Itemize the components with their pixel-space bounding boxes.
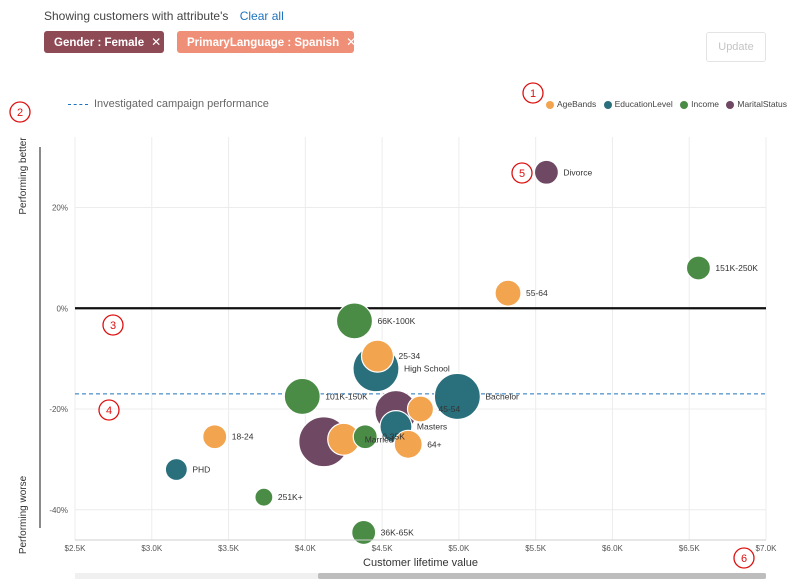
- scrollbar-thumb[interactable]: [318, 573, 766, 579]
- filter-chip-primary-language: PrimaryLanguage : Spanish ✕: [177, 31, 357, 53]
- legend-dot-icon: [603, 100, 612, 109]
- legend-dot-icon: [680, 100, 689, 109]
- bubble-label: 64+: [427, 439, 441, 449]
- bubble-educationlevel[interactable]: [164, 457, 188, 482]
- chart-axes: $2.5K $3.0K $3.5K $4.0K $4.5K $5.0K $5.5K $6.0K…: [18, 137, 777, 579]
- update-button[interactable]: Update: [706, 32, 766, 62]
- bubble-label: 18-24: [232, 432, 254, 442]
- y-tick-label: 0%: [56, 304, 68, 313]
- bubble-label: 55-64: [526, 288, 548, 298]
- bubble-label: 251K+: [278, 492, 303, 502]
- annotation-marker: [102, 314, 124, 336]
- bubble-label: 101K-150K: [325, 391, 368, 401]
- bubble-label: Divorce: [563, 167, 592, 177]
- chart-bubbles: [164, 159, 712, 546]
- filter-summary: Showing customers with attribute's Clear…: [44, 9, 284, 23]
- bubble-maritalstatus[interactable]: [533, 159, 560, 185]
- investigated-legend-label: Investigated campaign performance: [94, 98, 269, 110]
- x-tick-label: $4.0K: [295, 544, 317, 553]
- chart-legend: AgeBands EducationLevel Income MaritalSt…: [546, 99, 792, 109]
- chart-annotations: 1 2 3 4 5 6: [9, 82, 755, 569]
- bubble-label: 45-54: [439, 404, 461, 414]
- legend-item-maritalstatus[interactable]: MaritalStatus: [726, 99, 787, 109]
- bubble-income[interactable]: [352, 424, 378, 450]
- bubble-educationlevel[interactable]: [433, 372, 481, 421]
- close-icon[interactable]: ✕: [151, 35, 162, 49]
- bubble-agebands[interactable]: [360, 339, 395, 373]
- annotation-marker: [98, 399, 120, 421]
- legend-dot-icon: [546, 100, 554, 109]
- legend-label: MaritalStatus: [737, 99, 787, 109]
- filter-intro-text: Showing customers with attribute's: [44, 9, 229, 23]
- legend-label: EducationLevel: [614, 99, 673, 109]
- annotation-number: 5: [519, 168, 525, 180]
- close-icon[interactable]: ✕: [346, 35, 357, 49]
- bubble-income[interactable]: [335, 302, 374, 340]
- filter-chip-label: Gender : Female: [54, 37, 145, 49]
- x-tick-label: $5.0K: [448, 544, 470, 553]
- annotation-number: 1: [530, 88, 536, 100]
- bubble-agebands[interactable]: [494, 279, 522, 307]
- annotation-number: 2: [17, 107, 23, 119]
- legend-label: AgeBands: [557, 99, 597, 109]
- x-tick-label: $2.5K: [65, 544, 87, 553]
- annotation-marker: [9, 101, 31, 123]
- annotation-number: 3: [110, 320, 116, 332]
- annotation-marker: [522, 82, 544, 104]
- y-tick-label: -40%: [49, 506, 68, 515]
- y-tick-label: -20%: [49, 405, 68, 414]
- bubble-income[interactable]: [283, 377, 321, 416]
- annotation-number: 4: [106, 405, 112, 417]
- investigated-legend: Investigated campaign performance: [68, 98, 269, 110]
- bubble-label: 66K-100K: [377, 316, 415, 326]
- filter-chip-gender: Gender : Female ✕: [44, 31, 164, 53]
- dashed-line-swatch: [68, 103, 88, 105]
- x-tick-label: $7.0K: [756, 544, 778, 553]
- y-axis-title-top: Performing better: [18, 137, 29, 215]
- x-tick-label: $6.5K: [679, 544, 701, 553]
- legend-label: Income: [691, 99, 719, 109]
- x-tick-label: $3.5K: [218, 544, 240, 553]
- bubble-agebands[interactable]: [406, 395, 435, 423]
- legend-item-income[interactable]: Income: [680, 99, 719, 109]
- x-tick-label: $6.0K: [602, 544, 624, 553]
- bubble-label: Masters: [417, 422, 447, 432]
- clear-all-link[interactable]: Clear all: [239, 9, 284, 23]
- x-axis-title: Customer lifetime value: [363, 557, 478, 569]
- filter-chip-label: PrimaryLanguage : Spanish: [187, 37, 340, 49]
- bubble-income[interactable]: [254, 487, 274, 507]
- y-axis-title-bottom: Performing worse: [18, 475, 29, 554]
- y-tick-label: 20%: [52, 204, 68, 213]
- bubble-label: 151K-250K: [715, 263, 758, 273]
- legend-item-agebands[interactable]: AgeBands: [546, 99, 596, 109]
- chart-bubble-labels: Divorce 151K-250K 55-64 66K-100K 25-34 High S…: [192, 167, 758, 537]
- bubble-label: 36K-65K: [381, 527, 414, 537]
- annotation-number: 6: [741, 553, 747, 565]
- annotation-marker: [511, 162, 533, 184]
- bubble-income[interactable]: [685, 255, 712, 281]
- bubble-label: Bachelor: [485, 391, 519, 401]
- bubble-label: High School: [404, 364, 450, 374]
- legend-dot-icon: [726, 100, 735, 109]
- bubble-agebands[interactable]: [393, 429, 423, 459]
- legend-item-educationlevel[interactable]: EducationLevel: [603, 99, 673, 109]
- bubble-label: PHD: [192, 464, 210, 474]
- bubble-agebands[interactable]: [202, 424, 228, 450]
- x-tick-label: $4.5K: [372, 544, 394, 553]
- bubble-label: 25-34: [399, 351, 421, 361]
- bubble-label: Married: [365, 434, 394, 444]
- bubble-label: 0-35K: [382, 432, 405, 442]
- annotation-marker: [733, 547, 755, 569]
- x-tick-label: $5.5K: [525, 544, 547, 553]
- x-tick-label: $3.0K: [141, 544, 163, 553]
- bubble-income[interactable]: [351, 519, 377, 546]
